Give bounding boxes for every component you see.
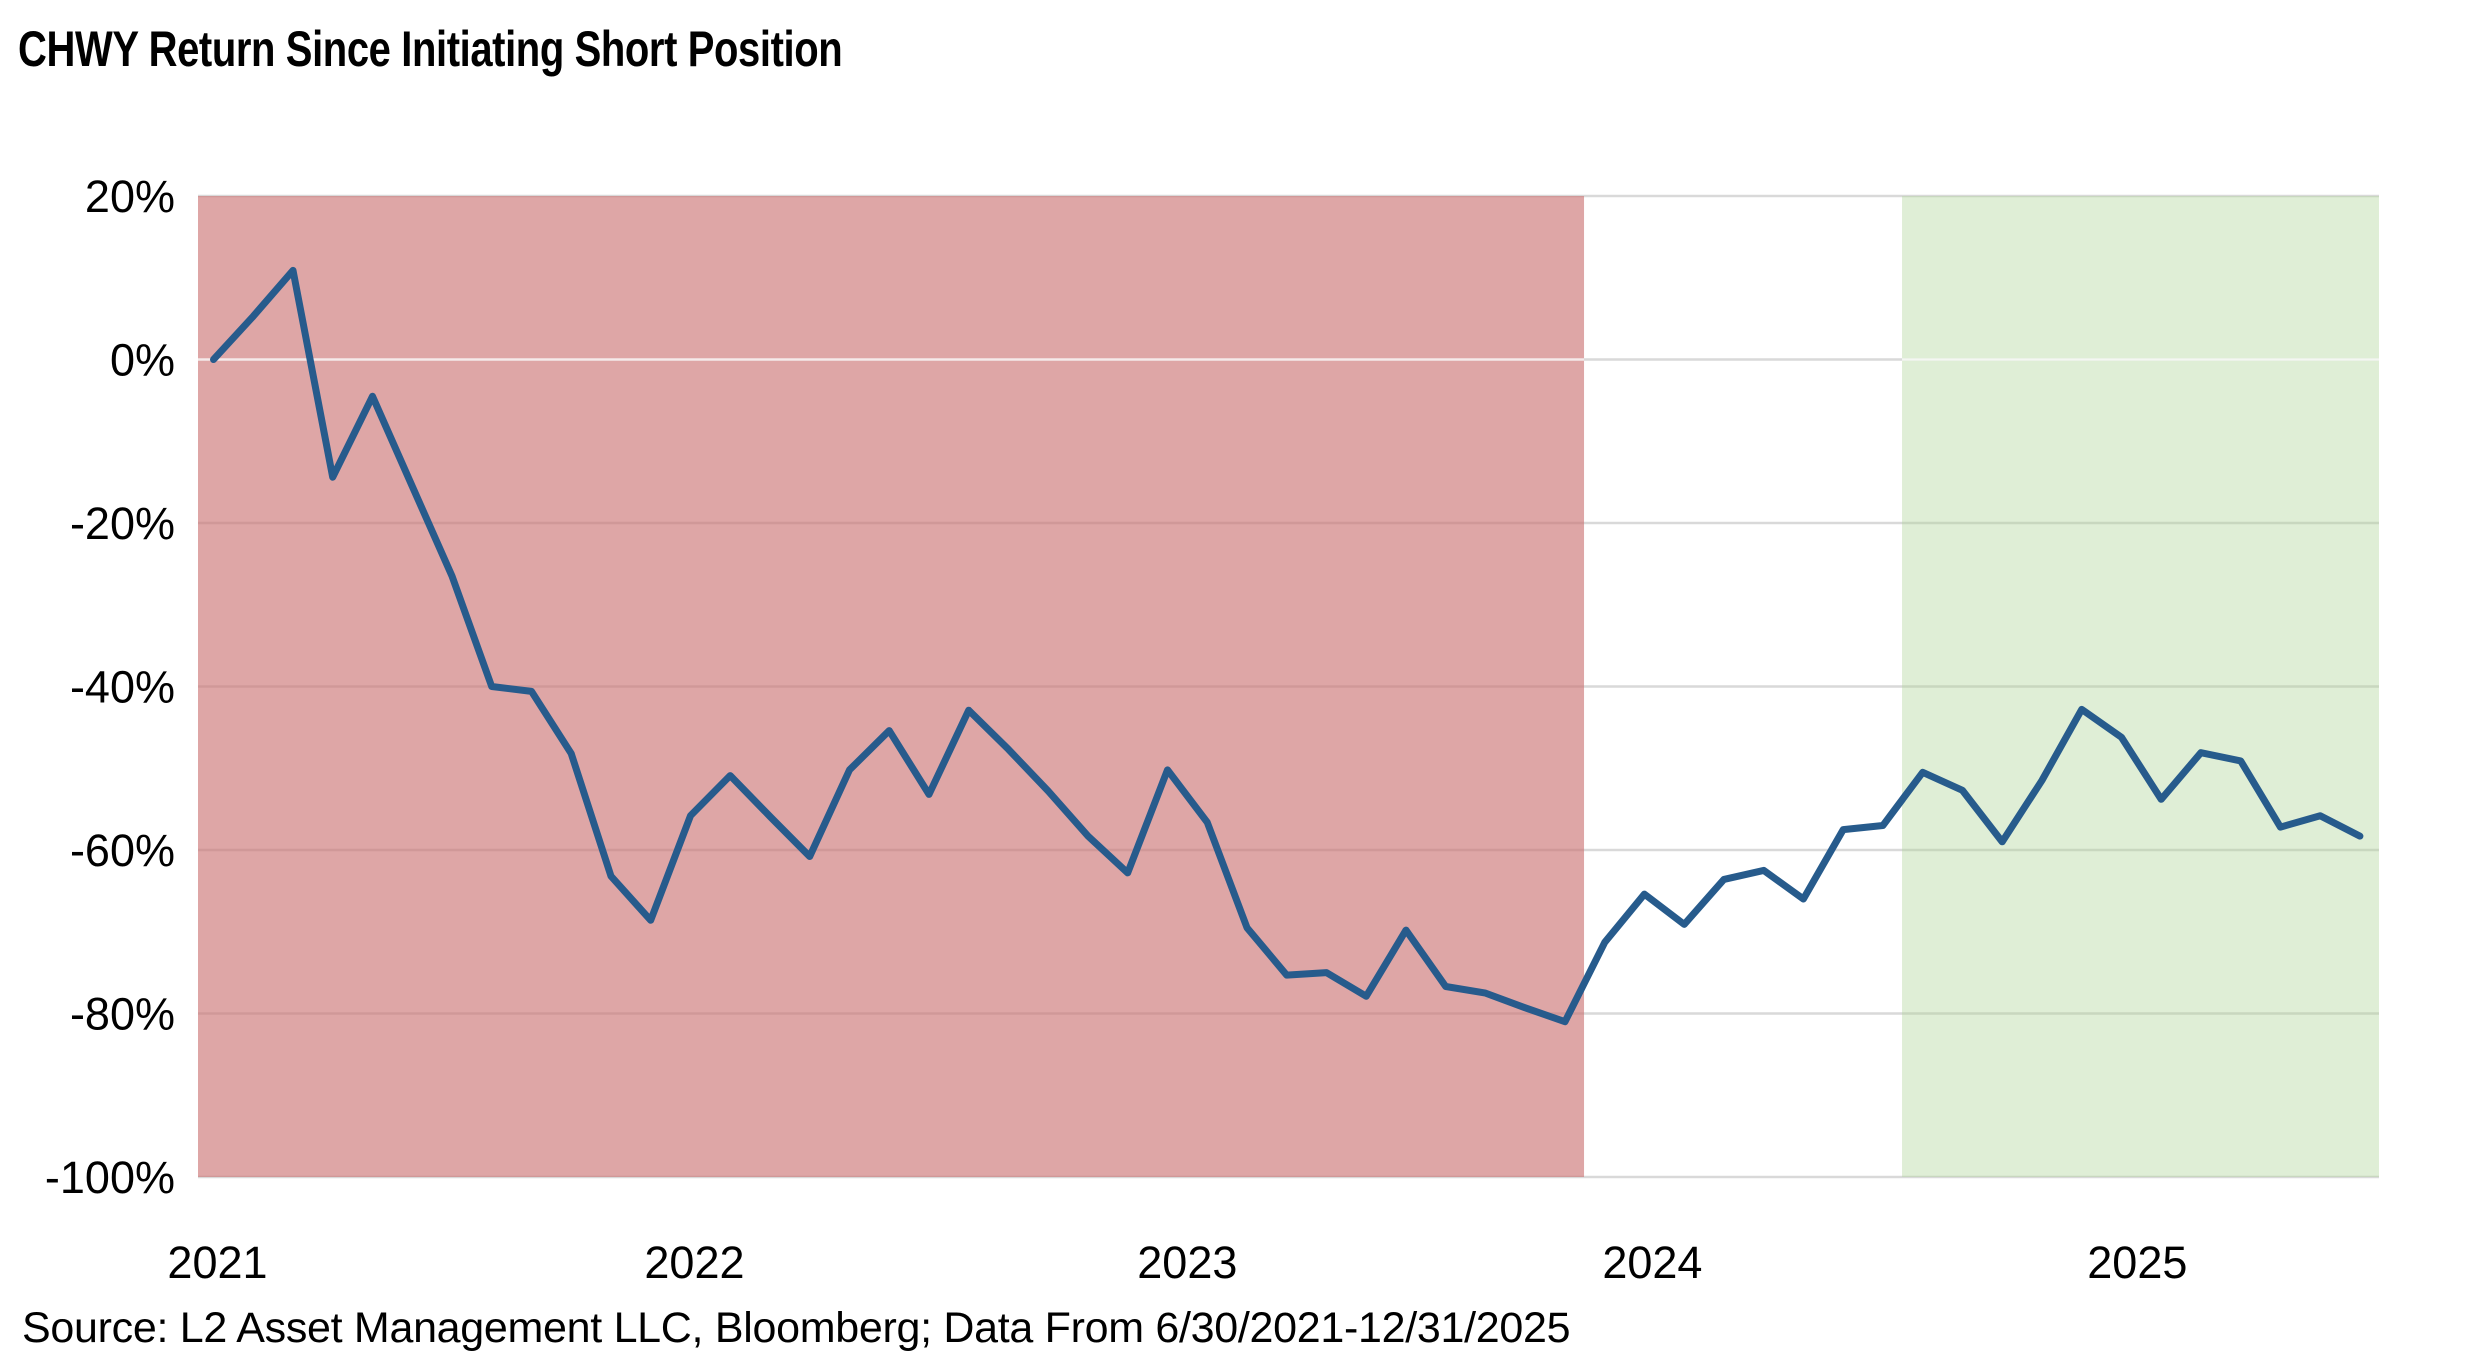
red-shaded-period [198, 196, 1585, 1177]
y-tick-label-20%: 20% [85, 171, 175, 222]
green-shaded-period [1902, 196, 2379, 1177]
series-line [210, 266, 2364, 1026]
x-tick-label-2025: 2025 [2087, 1237, 2187, 1288]
y-tick-label--60%: -60% [70, 825, 175, 876]
y-tick-label-0%: 0% [110, 334, 175, 385]
y-tick-label--20%: -20% [70, 498, 175, 549]
x-tick-label-2024: 2024 [1602, 1237, 1702, 1288]
y-tick-label--40%: -40% [70, 661, 175, 712]
y-tick-label--100%: -100% [45, 1152, 175, 1203]
x-tick-label-2021: 2021 [167, 1237, 267, 1288]
chart-title: CHWY Return Since Initiating Short Posit… [18, 21, 843, 77]
x-tick-label-2023: 2023 [1137, 1237, 1237, 1288]
source-note: Source: L2 Asset Management LLC, Bloombe… [22, 1304, 1571, 1352]
x-tick-label-2022: 2022 [644, 1237, 744, 1288]
y-tick-label--80%: -80% [70, 988, 175, 1039]
